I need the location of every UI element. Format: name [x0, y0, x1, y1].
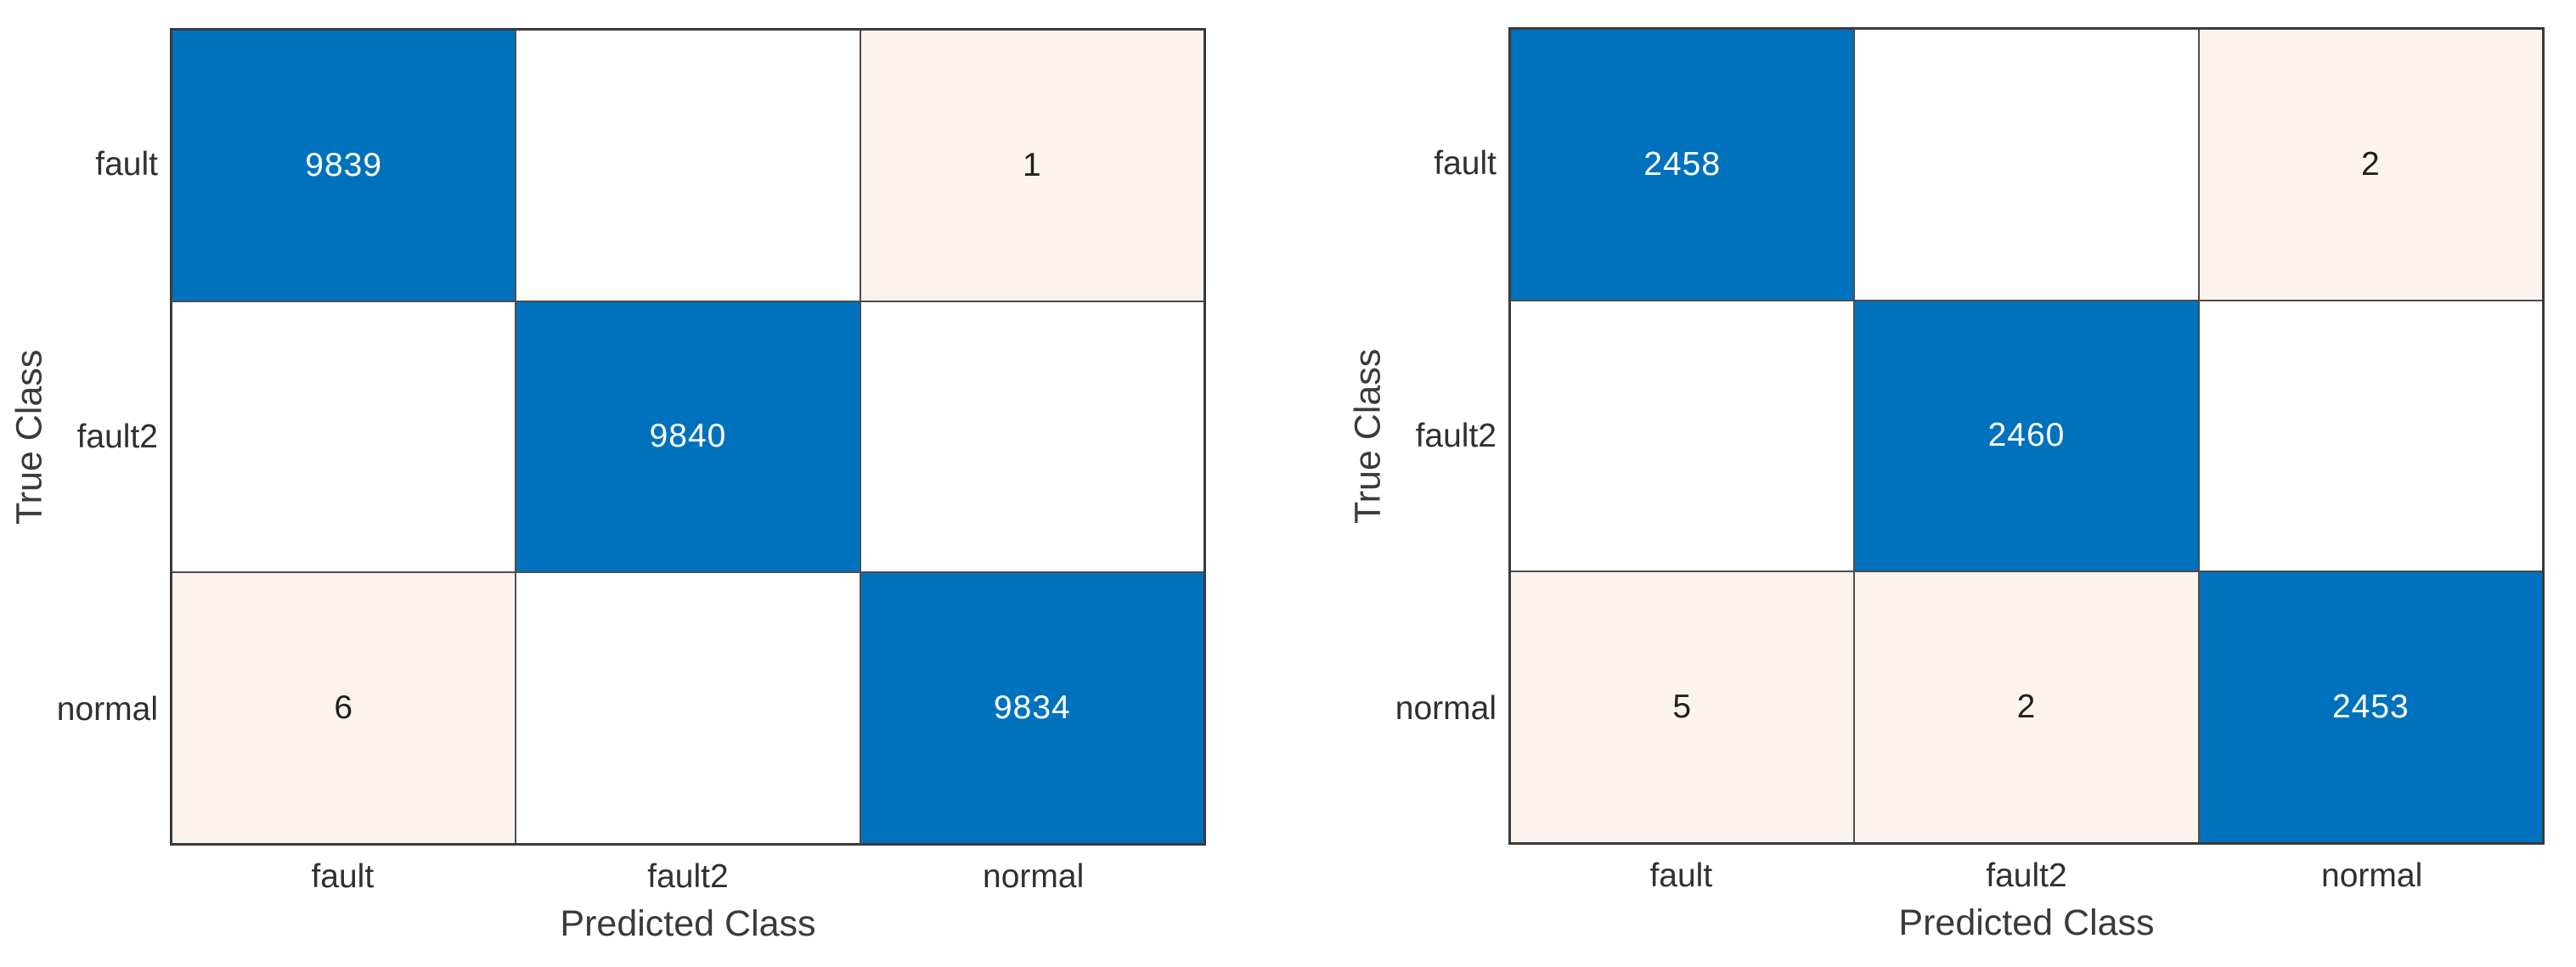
confusion-matrix-grid: 9839 1 9840 6 9834 [170, 28, 1206, 846]
x-axis-label: Predicted Class [1898, 902, 2155, 943]
cell-value: 6 [334, 689, 354, 727]
x-tick-fault2: fault2 [1986, 857, 2067, 894]
matrix-cell-fault-fault2 [516, 31, 860, 301]
confusion-chart-left: True Class fault fault2 normal 9839 1 9840 6 9… [0, 28, 1206, 944]
matrix-cell-fault-normal: 2 [2199, 30, 2542, 300]
column-tick-labels: fault fault2 normal [1508, 857, 2545, 896]
matrix-cell-fault-fault: 9839 [172, 31, 516, 301]
cell-value: 2460 [1987, 417, 2066, 454]
cell-value: 2 [2016, 689, 2037, 726]
matrix-cell-fault-normal: 1 [860, 31, 1203, 301]
x-tick-fault: fault [311, 858, 375, 895]
x-tick-normal: normal [983, 858, 1085, 895]
cell-value: 9834 [993, 689, 1071, 727]
y-tick-fault: fault [95, 145, 158, 183]
row-tick-labels: fault fault2 normal [0, 28, 158, 846]
cell-value: 2453 [2331, 689, 2410, 726]
matrix-cell-fault2-fault [1511, 301, 1854, 571]
matrix-cell-fault2-fault2: 9840 [516, 301, 860, 572]
x-axis-label: Predicted Class [560, 902, 816, 944]
x-tick-normal: normal [2321, 857, 2423, 894]
y-tick-normal: normal [56, 690, 158, 728]
column-tick-labels: fault fault2 normal [170, 857, 1206, 897]
matrix-cell-fault-fault2 [1855, 30, 2198, 300]
matrix-cell-normal-fault: 6 [172, 573, 516, 843]
cell-value: 2458 [1643, 145, 1722, 183]
cell-value: 9840 [649, 418, 727, 455]
cell-value: 1 [1022, 146, 1042, 183]
matrix-cell-normal-fault2: 2 [1855, 572, 2198, 842]
matrix-cell-normal-normal: 2453 [2199, 572, 2542, 842]
y-tick-fault: fault [1434, 144, 1497, 182]
matrix-cell-normal-normal: 9834 [860, 573, 1203, 843]
confusion-chart-right: True Class fault fault2 normal 2458 2 2460 5 2… [1288, 0, 2576, 967]
matrix-cell-fault2-normal [2199, 301, 2542, 571]
matrix-cell-fault-fault: 2458 [1511, 30, 1854, 300]
y-tick-fault2: fault2 [76, 418, 158, 455]
x-tick-fault: fault [1649, 857, 1713, 894]
confusion-matrix-grid: 2458 2 2460 5 2 2453 [1508, 27, 2545, 845]
cell-value: 5 [1672, 689, 1693, 726]
matrix-cell-fault2-fault2: 2460 [1855, 301, 2198, 571]
x-tick-fault2: fault2 [647, 858, 729, 895]
matrix-cell-normal-fault2 [516, 573, 860, 843]
cell-value: 2 [2360, 145, 2381, 183]
row-tick-labels: fault fault2 normal [1288, 27, 1497, 845]
cell-value: 9839 [305, 146, 383, 183]
y-tick-normal: normal [1395, 689, 1497, 727]
matrix-cell-normal-fault: 5 [1511, 572, 1854, 842]
matrix-cell-fault2-normal [860, 301, 1203, 572]
y-tick-fault2: fault2 [1415, 417, 1497, 454]
matrix-cell-fault2-fault [172, 301, 516, 572]
